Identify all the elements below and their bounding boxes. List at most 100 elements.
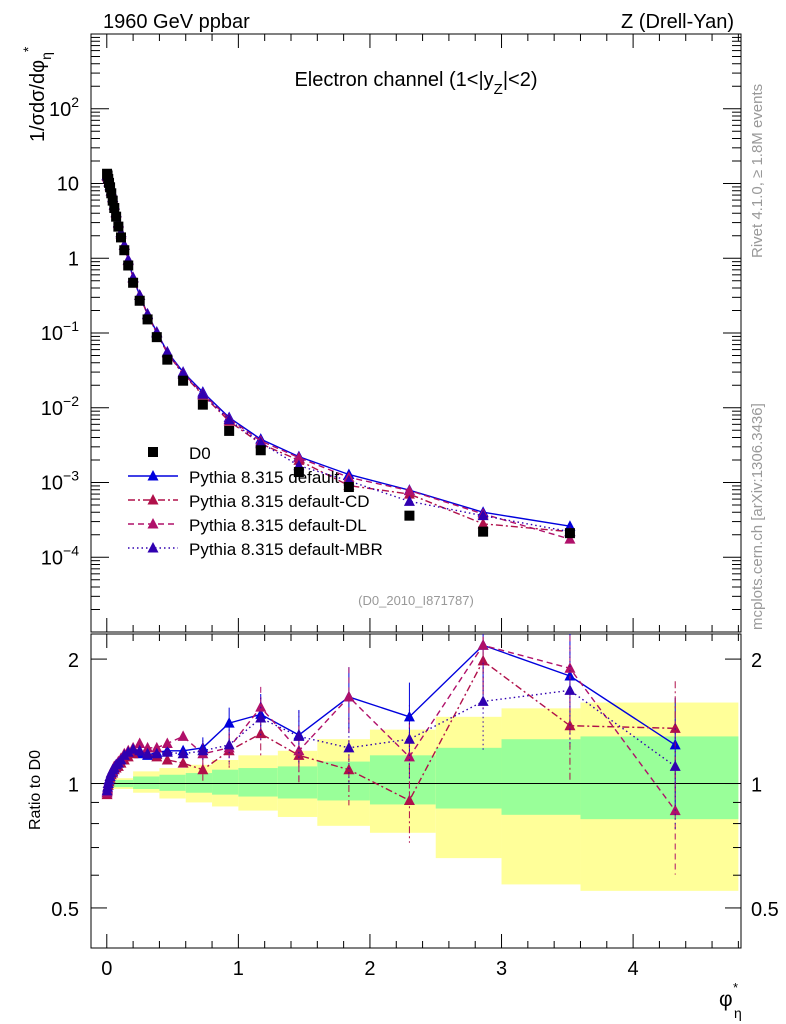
point-data: [109, 203, 120, 214]
ratio-series-group: [101, 634, 681, 875]
legend-marker-data: [148, 447, 158, 457]
point-mbr: [197, 388, 209, 399]
ratio-point-mbr: [255, 712, 267, 723]
y-tick-label: 102: [49, 94, 79, 121]
point-data: [105, 182, 116, 193]
point-data: [111, 211, 122, 222]
x-tick-label: 4: [628, 958, 639, 980]
point-data: [197, 399, 208, 410]
x-tick-label: 2: [364, 958, 375, 980]
main-series-group: [101, 168, 576, 544]
ratio-point-dl: [477, 639, 489, 650]
y-tick-label: 10−3: [41, 468, 79, 495]
point-dl: [564, 533, 576, 544]
ratio-y-tick-label: 0.5: [51, 899, 79, 921]
point-data: [107, 195, 118, 206]
y-tick-label: 10−1: [41, 318, 79, 345]
ratio-y-tick-label: 2: [68, 650, 79, 672]
ratio-y-tick-label-right: 1: [751, 775, 762, 797]
ratio-point-default: [403, 710, 415, 722]
point-mbr: [477, 509, 489, 521]
ratio-y-tick-label-right: 2: [751, 650, 762, 672]
ratio-point-dl: [343, 690, 355, 702]
ratio-point-mbr: [343, 741, 355, 753]
legend-marker-mbr: [147, 542, 159, 553]
main-axis-ticks: [91, 34, 741, 633]
point-mbr: [223, 413, 235, 425]
legend-marker-cd: [147, 494, 159, 505]
ratio-point-dl: [255, 701, 267, 712]
ratio-point-mbr: [477, 695, 489, 706]
band-inner-bin: [501, 739, 581, 815]
ratio-point-mbr: [134, 744, 146, 756]
band-inner-bin: [133, 776, 160, 789]
ratio-point-mbr: [197, 744, 209, 756]
x-tick-label: 1: [233, 958, 244, 980]
ratio-y-tick-label: 1: [68, 775, 79, 797]
ratio-point-mbr: [142, 747, 154, 759]
point-data: [478, 526, 489, 537]
legend-marker-default: [147, 470, 159, 481]
ratio-point-cd: [197, 763, 209, 775]
point-mbr: [177, 367, 189, 379]
ratio-point-mbr: [161, 746, 173, 757]
band-inner-bin: [317, 761, 370, 801]
ratio-point-mbr: [403, 733, 415, 744]
ratio-point-mbr: [564, 684, 576, 695]
point-data: [224, 425, 235, 436]
ratio-y-tick-labels: 0.5 0.5 1 1 2 2: [51, 650, 779, 921]
point-data: [113, 221, 124, 232]
point-data: [123, 260, 134, 271]
point-data: [151, 332, 162, 343]
point-data: [404, 510, 415, 521]
point-data: [142, 314, 153, 325]
ratio-axis-ticks: [91, 634, 741, 948]
point-data: [116, 232, 126, 243]
y-tick-label: 10−2: [41, 393, 79, 420]
main-y-tick-labels: 10−4 10−3 10−2 10−1 1 10 102: [41, 94, 79, 570]
point-cd: [477, 517, 489, 529]
ratio-y-axis-label: Ratio to D0: [27, 750, 44, 830]
legend-marker-dl: [147, 518, 159, 529]
point-dl: [403, 484, 415, 496]
header-right-label: Z (Drell-Yan): [621, 11, 734, 33]
band-inner-bin: [277, 766, 318, 799]
ratio-point-mbr: [151, 747, 163, 759]
point-data: [128, 277, 139, 288]
band-inner-bin: [238, 768, 278, 797]
ratio-x-tick-labels: 0 1 2 3 4: [101, 958, 638, 980]
ratio-point-cd: [177, 757, 189, 768]
point-mbr: [255, 436, 267, 448]
ratio-point-default: [223, 717, 235, 728]
point-default: [564, 520, 576, 531]
main-y-axis-label: 1/σdσ/dφη*: [20, 46, 54, 142]
ratio-point-mbr: [293, 730, 305, 741]
chart-title: Electron channel (1<|yZ|<2): [294, 69, 537, 98]
ratio-y-tick-label-right: 0.5: [751, 899, 779, 921]
y-tick-label: 10: [57, 174, 79, 196]
ratio-panel-frame: [90, 633, 742, 949]
ratio-point-cd: [403, 794, 415, 805]
x-tick-label: 3: [496, 958, 507, 980]
ratio-point-mbr: [223, 738, 235, 750]
ratio-point-mbr: [127, 743, 139, 754]
band-inner-bin: [159, 774, 186, 791]
ratio-point-dl: [403, 750, 415, 762]
ratio-point-mbr: [122, 746, 134, 757]
band-inner-bin: [185, 773, 213, 793]
band-inner-bin: [212, 769, 239, 795]
ratio-point-cd: [669, 722, 681, 733]
ratio-uncertainty-bands: [106, 702, 739, 891]
ratio-point-dl: [142, 741, 154, 753]
band-inner-bin: [369, 755, 436, 805]
legend-label-dl: Pythia 8.315 default-DL: [189, 516, 367, 535]
ratio-point-mbr: [669, 760, 681, 771]
y-tick-label: 10−4: [41, 542, 79, 569]
point-data: [106, 188, 117, 199]
rivet-version-label: Rivet 4.1.0, ≥ 1.8M events: [749, 84, 766, 258]
band-inner-bin: [580, 736, 739, 820]
point-data: [134, 295, 145, 306]
point-data: [564, 528, 575, 539]
legend-label-data: D0: [189, 444, 211, 463]
